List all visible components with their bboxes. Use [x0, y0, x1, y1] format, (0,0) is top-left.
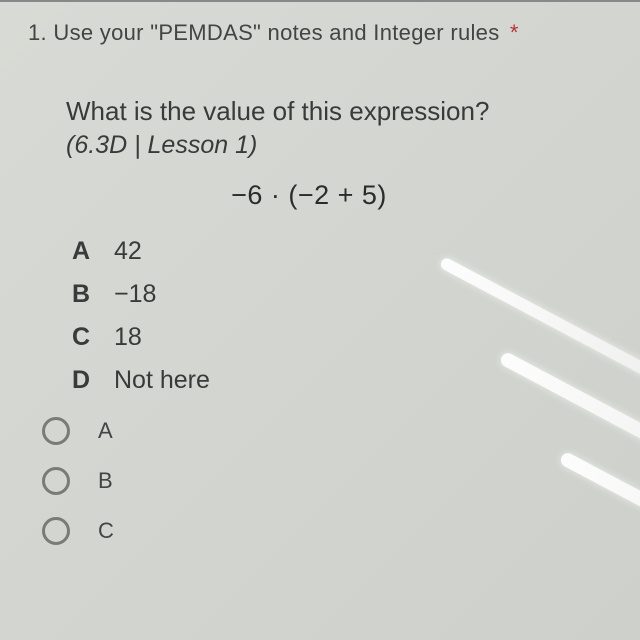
radio-option-a[interactable]: A [42, 417, 612, 445]
answer-key-row: B −18 [72, 280, 612, 309]
answer-key-list: A 42 B −18 C 18 D Not here [66, 237, 612, 395]
answer-letter: A [72, 237, 114, 266]
answer-key-row: A 42 [72, 237, 612, 266]
question-prompt: 1. Use your "PEMDAS" notes and Integer r… [28, 20, 612, 46]
option-label: B [98, 468, 113, 494]
answer-letter: D [72, 366, 114, 395]
math-expression: −6 · (−2 + 5) [66, 180, 612, 211]
radio-circle-icon[interactable] [42, 517, 70, 545]
question-subtitle: (6.3D | Lesson 1) [66, 131, 612, 160]
prompt-text: Use your "PEMDAS" notes and Integer rule… [53, 20, 499, 45]
radio-options: A B C [28, 417, 612, 545]
answer-text: 18 [114, 323, 142, 352]
answer-text: 42 [114, 237, 142, 266]
option-label: A [98, 418, 113, 444]
option-label: C [98, 518, 114, 544]
radio-circle-icon[interactable] [42, 467, 70, 495]
question-block: What is the value of this expression? (6… [28, 94, 612, 395]
required-asterisk: * [510, 20, 519, 45]
answer-letter: B [72, 280, 114, 309]
answer-key-row: D Not here [72, 366, 612, 395]
answer-key-row: C 18 [72, 323, 612, 352]
question-number: 1. [28, 20, 47, 45]
question-title: What is the value of this expression? [66, 94, 612, 129]
radio-option-b[interactable]: B [42, 467, 612, 495]
radio-circle-icon[interactable] [42, 417, 70, 445]
radio-option-c[interactable]: C [42, 517, 612, 545]
answer-text: −18 [114, 280, 156, 309]
answer-text: Not here [114, 366, 210, 395]
answer-letter: C [72, 323, 114, 352]
